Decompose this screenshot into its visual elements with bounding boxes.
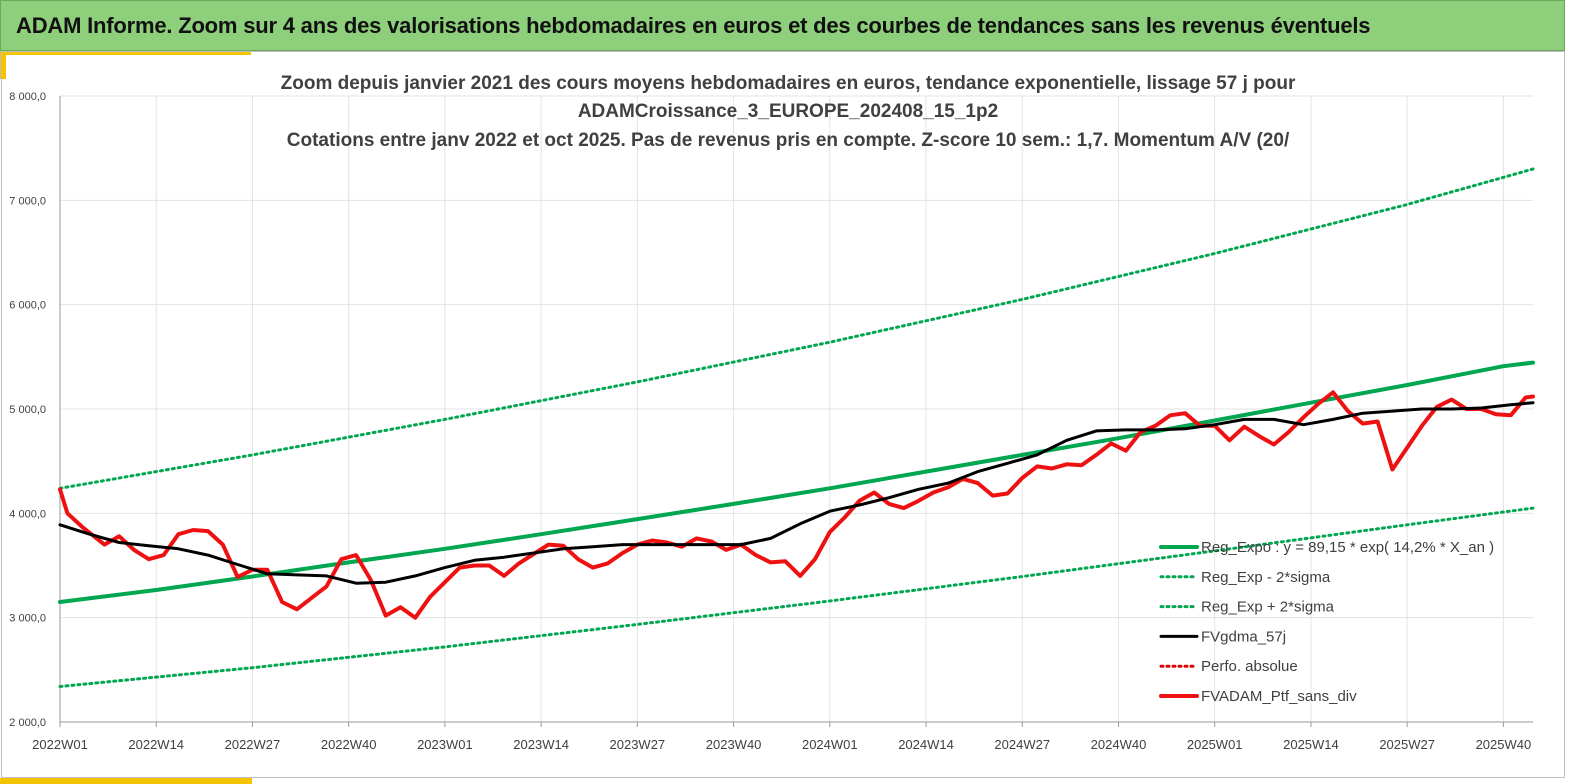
legend: Reg_Expo : y = 89,15 * exp( 14,2% * X_an… [1159, 539, 1494, 705]
x-tick-label: 2025W40 [1476, 737, 1532, 752]
series-line-2 [58, 167, 1535, 490]
accent-bar-left [0, 51, 6, 79]
x-tick-label: 2022W40 [321, 737, 377, 752]
x-tick-label: 2022W01 [32, 737, 88, 752]
chart-title: Zoom depuis janvier 2021 des cours moyen… [281, 73, 1296, 151]
x-tick-label: 2024W14 [898, 737, 954, 752]
y-tick-label: 2 000,0 [9, 717, 46, 729]
y-tick-label: 6 000,0 [9, 300, 46, 312]
accent-bar-top [6, 51, 251, 55]
legend-label-1: Reg_Exp - 2*sigma [1201, 569, 1331, 586]
y-tick-label: 4 000,0 [9, 508, 46, 520]
x-tick-label: 2022W14 [128, 737, 184, 752]
legend-label-3: FVgdma_57j [1201, 628, 1286, 645]
series-line-0 [58, 360, 1535, 604]
x-tick-label: 2025W14 [1283, 737, 1339, 752]
y-tick-label: 8 000,0 [9, 91, 46, 103]
accent-bar-bottom [0, 778, 252, 784]
x-tick-label: 2024W27 [994, 737, 1050, 752]
x-tick-label: 2024W40 [1091, 737, 1147, 752]
x-tick-label: 2023W14 [513, 737, 569, 752]
legend-label-2: Reg_Exp + 2*sigma [1201, 599, 1335, 616]
y-tick-label: 5 000,0 [9, 404, 46, 416]
axes: 2 000,0 3 000,0 4 000,0 5 000,0 6 000,0 7 000… [9, 91, 1533, 752]
chart-title-line-2: ADAMCroissance_3_EUROPE_202408_15_1p2 [578, 101, 998, 122]
series-line-5 [58, 390, 1535, 620]
legend-label-0: Reg_Expo : y = 89,15 * exp( 14,2% * X_an… [1201, 539, 1494, 556]
header-banner: ADAM Informe. Zoom sur 4 ans des valoris… [0, 0, 1565, 51]
chart-title-line-3: Cotations entre janv 2022 et oct 2025. P… [287, 130, 1290, 151]
x-tick-label: 2025W27 [1379, 737, 1435, 752]
x-tick-label: 2025W01 [1187, 737, 1243, 752]
x-tick-label: 2023W01 [417, 737, 473, 752]
chart-frame [1, 51, 1565, 778]
series [58, 167, 1535, 688]
legend-label-4: Perfo. absolue [1201, 658, 1298, 675]
x-tick-label: 2024W01 [802, 737, 858, 752]
x-tick-label: 2022W27 [225, 737, 281, 752]
y-tick-label: 3 000,0 [9, 613, 46, 625]
x-tick-label: 2023W27 [610, 737, 666, 752]
series-line-3 [58, 401, 1535, 585]
page-title: ADAM Informe. Zoom sur 4 ans des valoris… [16, 13, 1371, 38]
chart-title-line-1: Zoom depuis janvier 2021 des cours moyen… [281, 73, 1296, 94]
legend-label-5: FVADAM_Ptf_sans_div [1201, 688, 1357, 705]
y-tick-label: 7 000,0 [9, 195, 46, 207]
series-line-1 [58, 506, 1535, 688]
x-tick-label: 2023W40 [706, 737, 762, 752]
